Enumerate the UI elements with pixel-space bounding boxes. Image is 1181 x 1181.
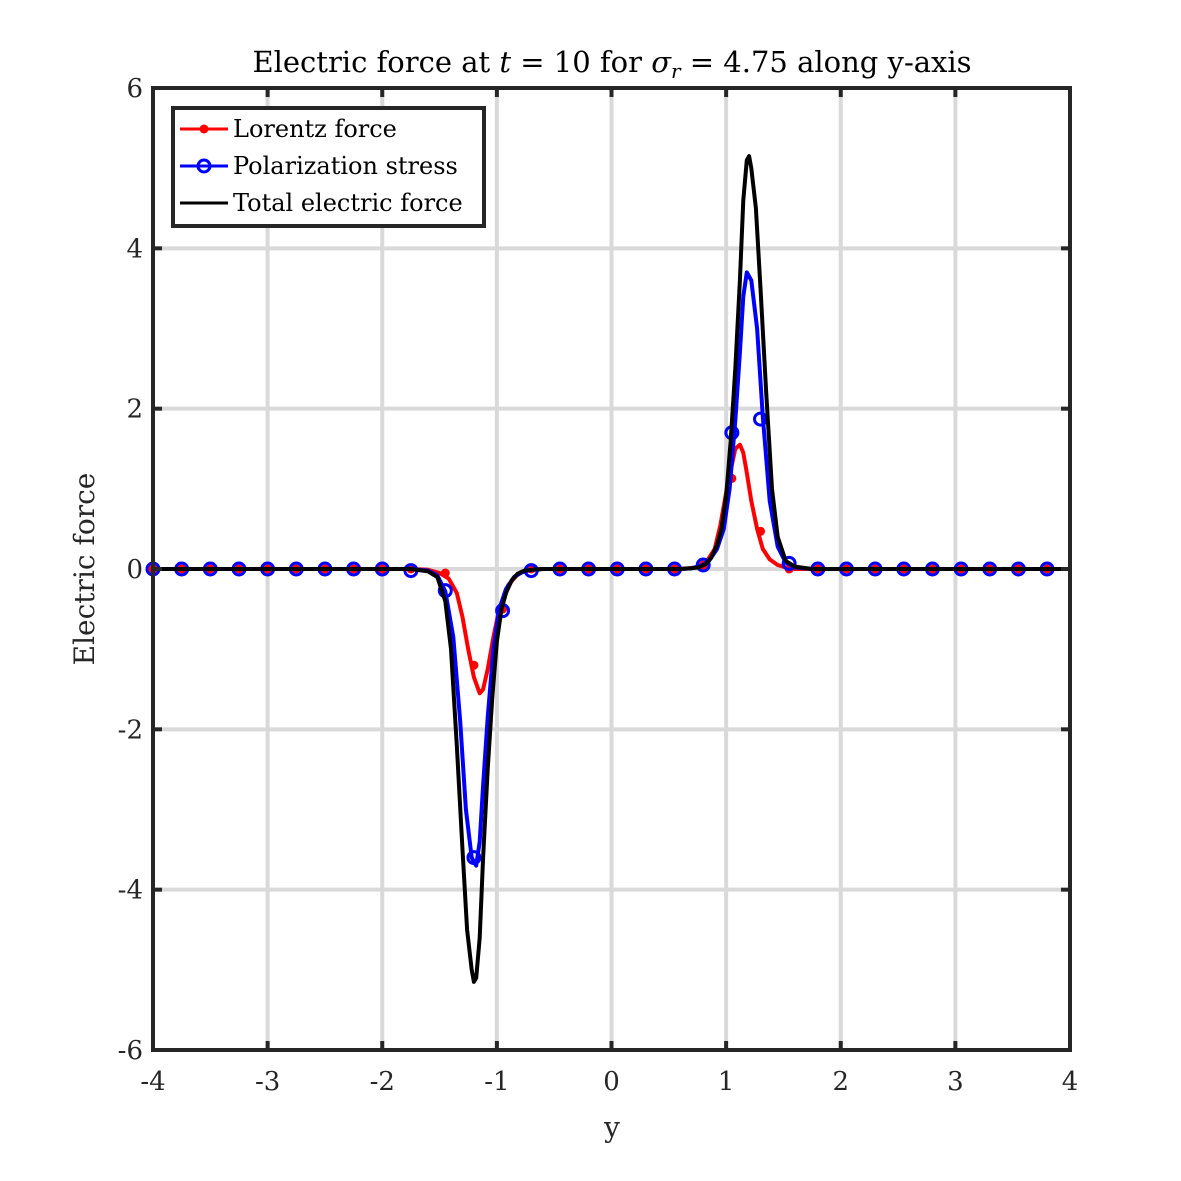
legend-label-total: Total electric force — [233, 189, 463, 217]
x-tick-label: 0 — [603, 1067, 620, 1097]
x-tick-label: 1 — [718, 1067, 735, 1097]
y-tick-label: 4 — [126, 234, 143, 264]
y-tick-label: -6 — [118, 1036, 143, 1066]
x-tick-label: 2 — [832, 1067, 849, 1097]
x-tick-label: 4 — [1062, 1067, 1079, 1097]
y-axis-label: Electric force — [68, 473, 101, 666]
legend-marker-polarization — [196, 158, 212, 174]
data-point-1 — [781, 555, 797, 571]
y-tick-label: 0 — [126, 555, 143, 585]
data-point-0 — [469, 660, 479, 670]
data-point-1 — [466, 850, 482, 866]
legend: Lorentz force Polarization stress Total … — [171, 106, 486, 228]
x-axis-label: y — [603, 1111, 620, 1144]
y-tick-label: -2 — [118, 715, 143, 745]
x-tick-label: -3 — [255, 1067, 280, 1097]
data-point-0 — [756, 526, 766, 536]
legend-marker-lorentz — [199, 124, 209, 134]
legend-label-polarization: Polarization stress — [233, 152, 458, 180]
x-tick-label: -4 — [140, 1067, 165, 1097]
legend-entry-lorentz: Lorentz force — [180, 115, 397, 143]
series-line-2 — [153, 154, 1070, 984]
x-tick-label: -1 — [484, 1067, 509, 1097]
data-point-0 — [440, 568, 450, 578]
y-tick-label: 6 — [126, 74, 143, 104]
y-tick-label: -4 — [118, 876, 143, 906]
axes — [151, 86, 1072, 1052]
x-tick-label: -2 — [370, 1067, 395, 1097]
plot-lines — [145, 154, 1070, 984]
legend-entry-total: Total electric force — [180, 189, 463, 217]
y-tick-label: 2 — [126, 395, 143, 425]
legend-label-lorentz: Lorentz force — [233, 115, 397, 143]
data-point-1 — [695, 557, 711, 573]
chart-title: Electric force at t = 10 for σr = 4.75 a… — [252, 45, 971, 83]
legend-entry-polarization: Polarization stress — [180, 152, 458, 180]
x-tick-label: 3 — [947, 1067, 964, 1097]
